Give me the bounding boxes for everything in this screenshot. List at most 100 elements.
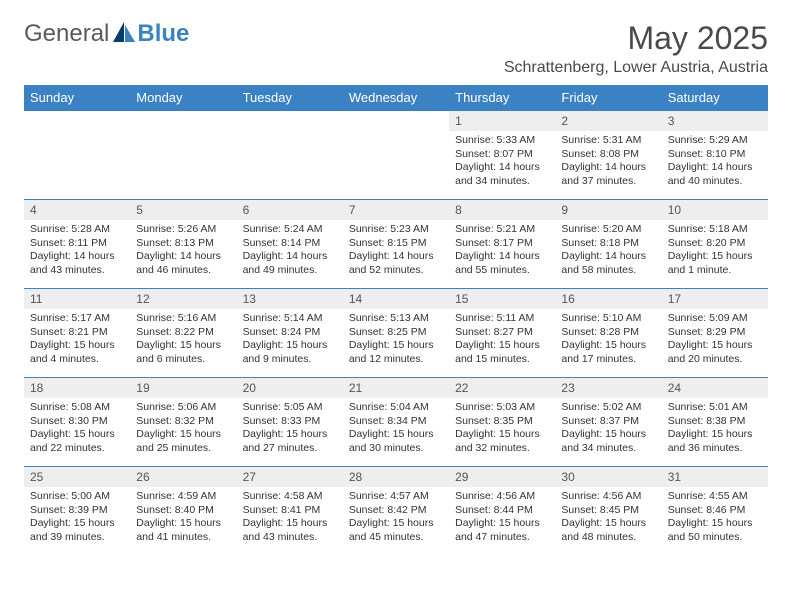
sunset-text: Sunset: 8:44 PM <box>455 504 549 518</box>
sunset-text: Sunset: 8:18 PM <box>561 237 655 251</box>
day-number: 2 <box>555 111 661 131</box>
sunset-text: Sunset: 8:29 PM <box>668 326 762 340</box>
sunset-text: Sunset: 8:35 PM <box>455 415 549 429</box>
daylight-text: Daylight: 15 hours and 32 minutes. <box>455 428 549 455</box>
calendar-cell: 1Sunrise: 5:33 AMSunset: 8:07 PMDaylight… <box>449 111 555 200</box>
day-number: 21 <box>343 378 449 398</box>
calendar-cell: 20Sunrise: 5:05 AMSunset: 8:33 PMDayligh… <box>237 378 343 467</box>
calendar-cell: 8Sunrise: 5:21 AMSunset: 8:17 PMDaylight… <box>449 200 555 289</box>
day-number: 4 <box>24 200 130 220</box>
daylight-text: Daylight: 15 hours and 41 minutes. <box>136 517 230 544</box>
day-number: 9 <box>555 200 661 220</box>
sunset-text: Sunset: 8:11 PM <box>30 237 124 251</box>
sunset-text: Sunset: 8:40 PM <box>136 504 230 518</box>
day-number: 14 <box>343 289 449 309</box>
daylight-text: Daylight: 15 hours and 36 minutes. <box>668 428 762 455</box>
daylight-text: Daylight: 15 hours and 47 minutes. <box>455 517 549 544</box>
day-body: Sunrise: 4:57 AMSunset: 8:42 PMDaylight:… <box>343 487 449 551</box>
daylight-text: Daylight: 15 hours and 20 minutes. <box>668 339 762 366</box>
day-body: Sunrise: 5:17 AMSunset: 8:21 PMDaylight:… <box>24 309 130 373</box>
day-header: Monday <box>130 85 236 111</box>
day-number: 25 <box>24 467 130 487</box>
sunrise-text: Sunrise: 5:33 AM <box>455 134 549 148</box>
calendar-cell: 3Sunrise: 5:29 AMSunset: 8:10 PMDaylight… <box>662 111 768 200</box>
calendar-cell: 28Sunrise: 4:57 AMSunset: 8:42 PMDayligh… <box>343 467 449 556</box>
day-header: Sunday <box>24 85 130 111</box>
calendar-cell: 15Sunrise: 5:11 AMSunset: 8:27 PMDayligh… <box>449 289 555 378</box>
daylight-text: Daylight: 15 hours and 1 minute. <box>668 250 762 277</box>
day-number: 28 <box>343 467 449 487</box>
daylight-text: Daylight: 15 hours and 9 minutes. <box>243 339 337 366</box>
day-number: 16 <box>555 289 661 309</box>
calendar-cell: 12Sunrise: 5:16 AMSunset: 8:22 PMDayligh… <box>130 289 236 378</box>
calendar-cell: 26Sunrise: 4:59 AMSunset: 8:40 PMDayligh… <box>130 467 236 556</box>
calendar-cell: 16Sunrise: 5:10 AMSunset: 8:28 PMDayligh… <box>555 289 661 378</box>
calendar-week: 25Sunrise: 5:00 AMSunset: 8:39 PMDayligh… <box>24 467 768 556</box>
sunrise-text: Sunrise: 4:56 AM <box>561 490 655 504</box>
header: General Blue May 2025 Schrattenberg, Low… <box>24 20 768 77</box>
sunrise-text: Sunrise: 5:10 AM <box>561 312 655 326</box>
day-number: 22 <box>449 378 555 398</box>
day-number: 19 <box>130 378 236 398</box>
day-number: 1 <box>449 111 555 131</box>
daylight-text: Daylight: 15 hours and 6 minutes. <box>136 339 230 366</box>
daylight-text: Daylight: 15 hours and 25 minutes. <box>136 428 230 455</box>
day-number: 3 <box>662 111 768 131</box>
day-body: Sunrise: 5:16 AMSunset: 8:22 PMDaylight:… <box>130 309 236 373</box>
sunset-text: Sunset: 8:20 PM <box>668 237 762 251</box>
sunrise-text: Sunrise: 5:05 AM <box>243 401 337 415</box>
sunrise-text: Sunrise: 4:57 AM <box>349 490 443 504</box>
day-body: Sunrise: 5:00 AMSunset: 8:39 PMDaylight:… <box>24 487 130 551</box>
sunset-text: Sunset: 8:39 PM <box>30 504 124 518</box>
daylight-text: Daylight: 15 hours and 15 minutes. <box>455 339 549 366</box>
day-number: 15 <box>449 289 555 309</box>
day-body: Sunrise: 5:29 AMSunset: 8:10 PMDaylight:… <box>662 131 768 195</box>
day-number: 20 <box>237 378 343 398</box>
sunset-text: Sunset: 8:14 PM <box>243 237 337 251</box>
day-number: 26 <box>130 467 236 487</box>
day-number: 5 <box>130 200 236 220</box>
sunrise-text: Sunrise: 5:00 AM <box>30 490 124 504</box>
sunset-text: Sunset: 8:22 PM <box>136 326 230 340</box>
calendar-week: 18Sunrise: 5:08 AMSunset: 8:30 PMDayligh… <box>24 378 768 467</box>
day-number: 7 <box>343 200 449 220</box>
sunset-text: Sunset: 8:15 PM <box>349 237 443 251</box>
daylight-text: Daylight: 15 hours and 39 minutes. <box>30 517 124 544</box>
calendar-week: 4Sunrise: 5:28 AMSunset: 8:11 PMDaylight… <box>24 200 768 289</box>
day-body: Sunrise: 5:26 AMSunset: 8:13 PMDaylight:… <box>130 220 236 284</box>
daylight-text: Daylight: 14 hours and 34 minutes. <box>455 161 549 188</box>
sunrise-text: Sunrise: 5:21 AM <box>455 223 549 237</box>
sunrise-text: Sunrise: 5:20 AM <box>561 223 655 237</box>
calendar-cell <box>24 111 130 200</box>
day-body: Sunrise: 4:59 AMSunset: 8:40 PMDaylight:… <box>130 487 236 551</box>
location: Schrattenberg, Lower Austria, Austria <box>504 59 768 77</box>
day-body: Sunrise: 5:28 AMSunset: 8:11 PMDaylight:… <box>24 220 130 284</box>
sunrise-text: Sunrise: 5:31 AM <box>561 134 655 148</box>
sunrise-text: Sunrise: 4:56 AM <box>455 490 549 504</box>
calendar-cell: 23Sunrise: 5:02 AMSunset: 8:37 PMDayligh… <box>555 378 661 467</box>
sunrise-text: Sunrise: 5:24 AM <box>243 223 337 237</box>
day-number: 6 <box>237 200 343 220</box>
logo-text-blue: Blue <box>137 20 189 48</box>
calendar: Sunday Monday Tuesday Wednesday Thursday… <box>24 85 768 555</box>
day-body: Sunrise: 5:02 AMSunset: 8:37 PMDaylight:… <box>555 398 661 462</box>
calendar-week: 1Sunrise: 5:33 AMSunset: 8:07 PMDaylight… <box>24 111 768 200</box>
day-body: Sunrise: 4:56 AMSunset: 8:44 PMDaylight:… <box>449 487 555 551</box>
daylight-text: Daylight: 15 hours and 27 minutes. <box>243 428 337 455</box>
day-body: Sunrise: 5:05 AMSunset: 8:33 PMDaylight:… <box>237 398 343 462</box>
sunrise-text: Sunrise: 5:09 AM <box>668 312 762 326</box>
daylight-text: Daylight: 15 hours and 12 minutes. <box>349 339 443 366</box>
calendar-cell: 31Sunrise: 4:55 AMSunset: 8:46 PMDayligh… <box>662 467 768 556</box>
sunset-text: Sunset: 8:08 PM <box>561 148 655 162</box>
sunset-text: Sunset: 8:38 PM <box>668 415 762 429</box>
calendar-cell: 19Sunrise: 5:06 AMSunset: 8:32 PMDayligh… <box>130 378 236 467</box>
sunrise-text: Sunrise: 4:55 AM <box>668 490 762 504</box>
sunset-text: Sunset: 8:46 PM <box>668 504 762 518</box>
calendar-cell <box>343 111 449 200</box>
sunrise-text: Sunrise: 5:02 AM <box>561 401 655 415</box>
day-body: Sunrise: 5:09 AMSunset: 8:29 PMDaylight:… <box>662 309 768 373</box>
daylight-text: Daylight: 14 hours and 37 minutes. <box>561 161 655 188</box>
calendar-cell: 18Sunrise: 5:08 AMSunset: 8:30 PMDayligh… <box>24 378 130 467</box>
calendar-cell: 25Sunrise: 5:00 AMSunset: 8:39 PMDayligh… <box>24 467 130 556</box>
sunset-text: Sunset: 8:37 PM <box>561 415 655 429</box>
